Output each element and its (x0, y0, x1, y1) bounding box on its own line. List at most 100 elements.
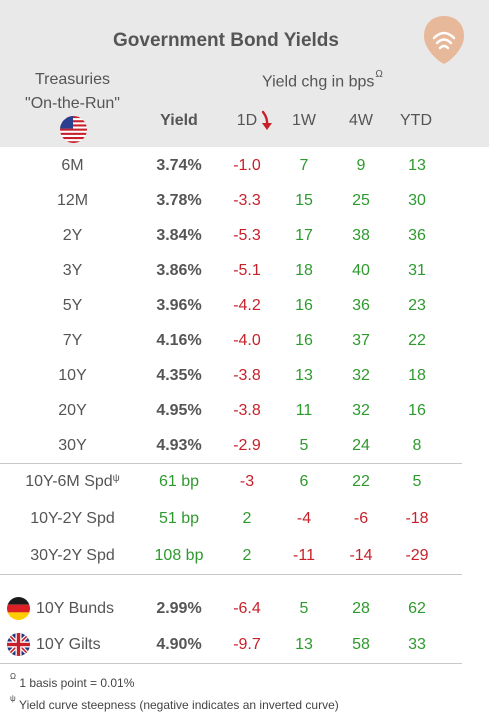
section-divider (0, 463, 462, 464)
omega-symbol: Ω (10, 672, 16, 681)
yield-change-label: Yield chg in bpsΩ (262, 69, 383, 91)
yield-value: 4.35% (156, 367, 202, 384)
column-yield[interactable]: Yield (160, 112, 198, 129)
yield-value: 3.84% (156, 227, 202, 244)
change-ytd: 22 (408, 332, 426, 349)
footnote-basis-point: Ω 1 basis point = 0.01% (10, 672, 135, 690)
change-ytd: 62 (408, 600, 426, 617)
change-ytd: 18 (408, 367, 426, 384)
row-label: 10Y Bunds (36, 600, 114, 617)
us-flag-icon (60, 116, 87, 143)
yield-value: 108 bp (154, 547, 204, 564)
footnote-steepness-text: Yield curve steepness (negative indicate… (15, 698, 339, 712)
psi-footnote-marker: ψ (112, 473, 120, 484)
change-4w: 25 (352, 192, 370, 209)
change-1d: -4.2 (233, 297, 261, 314)
change-4w: -6 (353, 510, 369, 527)
change-ytd: 36 (408, 227, 426, 244)
row-label: 10Y-2Y Spd (30, 510, 115, 527)
change-1d: 2 (242, 510, 252, 527)
change-4w: 9 (356, 157, 366, 174)
change-1d: -3.8 (233, 367, 261, 384)
table-row: 3Y 3.86% -5.1 18 40 31 (0, 253, 489, 288)
table-row: 7Y 4.16% -4.0 16 37 22 (0, 323, 489, 358)
table-row: 30Y 4.93% -2.9 5 24 8 (0, 428, 489, 463)
yield-value: 51 bp (158, 510, 200, 527)
change-ytd: 33 (408, 636, 426, 653)
yield-value: 4.16% (156, 332, 202, 349)
row-label: 6M (61, 157, 84, 174)
yield-value: 4.93% (156, 437, 202, 454)
table-row: 10Y 4.35% -3.8 13 32 18 (0, 358, 489, 393)
change-4w: 38 (352, 227, 370, 244)
change-4w: 36 (352, 297, 370, 314)
change-1w: 15 (295, 192, 313, 209)
germany-flag-icon (7, 597, 30, 620)
change-1w: 6 (299, 473, 309, 490)
yield-value: 61 bp (158, 473, 200, 490)
row-label: 3Y (62, 262, 83, 279)
column-ytd[interactable]: YTD (400, 112, 432, 129)
change-1w: 16 (295, 297, 313, 314)
yield-value: 4.90% (156, 636, 202, 653)
table-row: 20Y 4.95% -3.8 11 32 16 (0, 393, 489, 428)
row-label: 10Y-6M Spdψ (25, 473, 120, 490)
row-label: 5Y (62, 297, 83, 314)
yield-change-label-text: Yield chg in bps (262, 73, 375, 91)
table-row: 2Y 3.84% -5.3 17 38 36 (0, 218, 489, 253)
change-1d: 2 (242, 547, 252, 564)
change-1w: 5 (299, 600, 309, 617)
change-4w: 58 (352, 636, 370, 653)
change-ytd: 23 (408, 297, 426, 314)
change-ytd: 5 (412, 473, 422, 490)
uk-flag-icon (7, 633, 30, 656)
treasuries-label-line2: "On-the-Run" (25, 95, 120, 112)
yield-value: 3.74% (156, 157, 202, 174)
row-label: 30Y (58, 437, 87, 454)
change-1d: -2.9 (233, 437, 261, 454)
column-1d[interactable]: 1D (236, 112, 258, 129)
page-title: Government Bond Yields (113, 30, 339, 51)
change-1d: -5.1 (233, 262, 261, 279)
change-ytd: -18 (405, 510, 429, 527)
change-4w: 40 (352, 262, 370, 279)
row-label: 2Y (62, 227, 83, 244)
change-1w: 11 (295, 402, 313, 419)
table-row: 12M 3.78% -3.3 15 25 30 (0, 183, 489, 218)
footnote-steepness: ψ Yield curve steepness (negative indica… (10, 694, 339, 712)
table-row: 10Y-6M Spdψ 61 bp -3 6 22 5 (0, 464, 489, 499)
yield-value: 2.99% (156, 600, 202, 617)
change-1w: 7 (299, 157, 309, 174)
column-4w[interactable]: 4W (349, 112, 373, 129)
footnote-basis-point-text: 1 basis point = 0.01% (15, 676, 135, 690)
change-4w: 22 (352, 473, 370, 490)
psi-symbol: ψ (10, 694, 16, 703)
change-1d: -5.3 (233, 227, 261, 244)
change-ytd: 16 (408, 402, 426, 419)
change-1w: 17 (295, 227, 313, 244)
change-1d: -1.0 (233, 157, 261, 174)
table-row: 10Y Gilts 4.90% -9.7 13 58 33 (0, 627, 489, 662)
change-ytd: 8 (412, 437, 422, 454)
section-divider (0, 663, 462, 664)
row-label: 20Y (58, 402, 87, 419)
yield-value: 4.95% (156, 402, 202, 419)
sound-waves-pin-icon (424, 16, 464, 64)
change-1d: -4.0 (233, 332, 261, 349)
table-row: 10Y Bunds 2.99% -6.4 5 28 62 (0, 591, 489, 626)
row-label: 10Y (58, 367, 87, 384)
row-label: 10Y Gilts (36, 636, 101, 653)
change-4w: -14 (349, 547, 373, 564)
down-arrow-icon[interactable] (259, 109, 275, 135)
change-1w: 18 (295, 262, 313, 279)
change-1w: -11 (293, 547, 315, 564)
change-4w: 28 (352, 600, 370, 617)
column-1w[interactable]: 1W (292, 112, 316, 129)
row-label: 7Y (62, 332, 83, 349)
yield-value: 3.96% (156, 297, 202, 314)
change-ytd: 13 (408, 157, 426, 174)
row-label: 30Y-2Y Spd (30, 547, 115, 564)
change-1w: -4 (296, 510, 312, 527)
change-1d: -3.8 (233, 402, 261, 419)
table-row: 30Y-2Y Spd 108 bp 2 -11 -14 -29 (0, 538, 489, 573)
